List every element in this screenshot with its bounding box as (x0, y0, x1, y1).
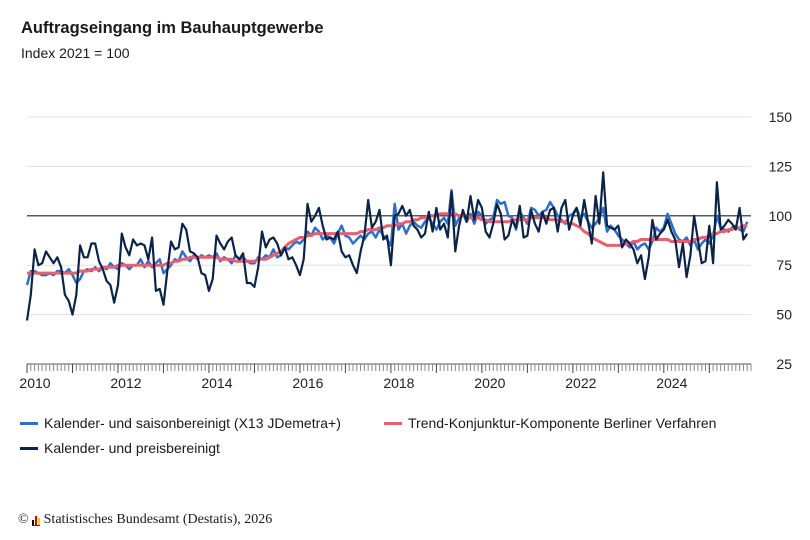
x-tick-label: 2024 (656, 375, 687, 391)
line-chart: 25 50 75 100 125 150 2010 2012 2014 2016 2018 2020… (19, 109, 793, 391)
x-tick-label: 2012 (110, 375, 141, 391)
gridlines (27, 116, 751, 316)
legend-item-seasonally-adjusted: Kalender- und saisonbereinigt (X13 JDeme… (20, 415, 341, 431)
y-tick-label: 125 (769, 158, 793, 174)
legend-swatch (20, 421, 38, 425)
y-axis-labels: 25 50 75 100 125 150 (769, 109, 793, 372)
y-tick-label: 75 (776, 257, 792, 273)
y-tick-label: 100 (769, 208, 793, 224)
y-tick-label: 150 (769, 109, 793, 125)
legend-label: Trend-Konjunktur-Komponente Berliner Ver… (408, 415, 717, 431)
y-tick-label: 25 (776, 356, 792, 372)
x-tick-label: 2014 (201, 375, 232, 391)
chart-title: Auftragseingang im Bauhauptgewerbe (21, 19, 324, 37)
x-tick-label: 2018 (383, 375, 414, 391)
x-axis: 2010 2012 2014 2016 2018 2020 2022 2024 (19, 363, 752, 391)
chart-subtitle: Index 2021 = 100 (21, 45, 130, 61)
x-tick-label: 2010 (19, 375, 50, 391)
x-tick-label: 2022 (565, 375, 596, 391)
series-line-price-adjusted (25, 171, 749, 321)
legend-item-price-adjusted: Kalender- und preisbereinigt (20, 440, 220, 456)
source-note: © Statistisches Bundesamt (Destatis), 20… (18, 512, 272, 528)
legend-label: Kalender- und preisbereinigt (44, 440, 220, 456)
legend-swatch (384, 421, 402, 425)
x-tick-label: 2016 (292, 375, 323, 391)
legend-swatch (20, 446, 38, 450)
y-tick-label: 50 (776, 307, 792, 323)
series-line-trend (27, 212, 748, 275)
x-tick-label: 2020 (474, 375, 505, 391)
destatis-logo-icon (31, 515, 40, 526)
source-text: Statistisches Bundesamt (Destatis), 2026 (43, 512, 273, 527)
legend-item-trend: Trend-Konjunktur-Komponente Berliner Ver… (384, 415, 716, 431)
series-lines (25, 171, 749, 321)
legend-label: Kalender- und saisonbereinigt (X13 JDeme… (44, 415, 341, 431)
copyright-symbol: © (18, 512, 29, 527)
